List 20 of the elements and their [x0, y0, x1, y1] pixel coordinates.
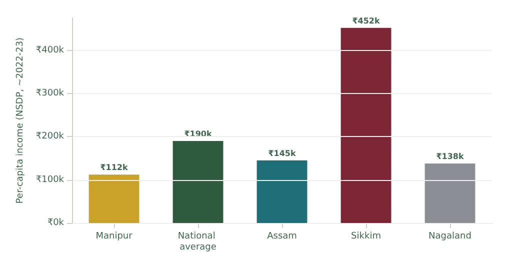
y-tick-label: ₹100k: [36, 174, 65, 185]
data-label: ₹112k: [100, 163, 128, 172]
y-tick-label: ₹200k: [36, 132, 65, 142]
x-tick-label: Nagaland: [428, 232, 472, 242]
data-label: ₹138k: [436, 152, 464, 161]
y-tick-label: ₹300k: [36, 88, 65, 99]
y-tick-label: ₹400k: [36, 45, 65, 56]
bar: [88, 174, 140, 223]
data-label: ₹145k: [268, 148, 296, 158]
data-label: ₹452k: [352, 16, 380, 26]
bar: [340, 28, 392, 223]
x-tick-label: Manipur: [96, 232, 133, 242]
bar: [256, 160, 308, 223]
y-tick-label: ₹0k: [47, 218, 65, 228]
bar: [424, 163, 476, 223]
y-axis-title: Per-capita income (NSDP, ~2022-23): [16, 37, 26, 204]
x-tick-label: National average: [178, 232, 218, 252]
x-tick-label: Assam: [267, 232, 297, 242]
bar: [172, 141, 224, 223]
x-tick-label: Sikkim: [351, 232, 381, 242]
